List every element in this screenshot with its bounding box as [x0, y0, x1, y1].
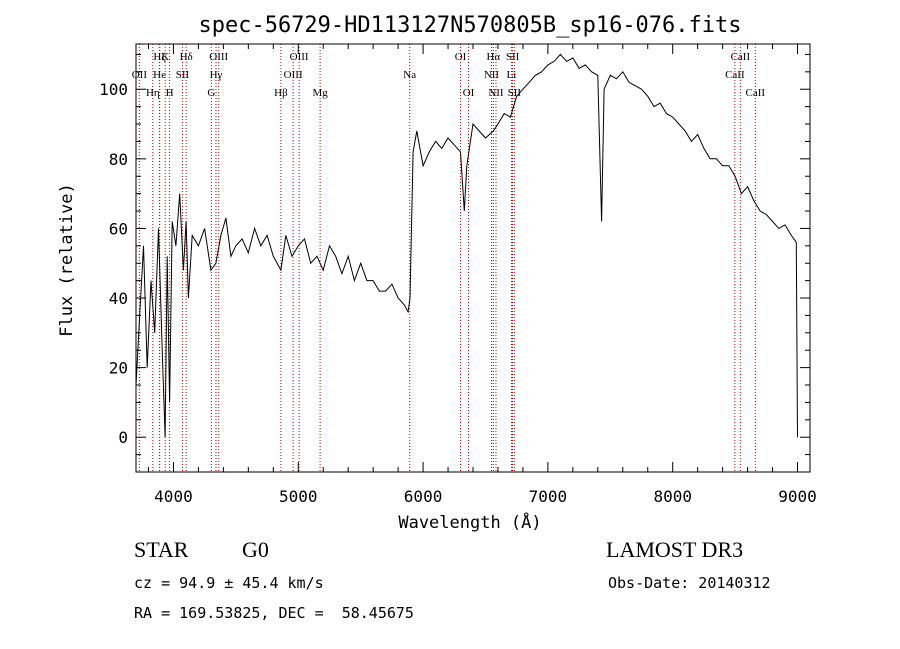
spectral-line-label: Hα — [486, 51, 500, 63]
x-tick-label: 6000 — [404, 487, 443, 506]
spectral-line-label: Hγ — [210, 69, 223, 81]
spectral-line-label: NII — [488, 87, 504, 99]
spectral-line-label: Mg — [312, 87, 328, 99]
spectral-line-label: OII — [132, 69, 148, 81]
spectral-line-labels: Hζ OII Hη K HeH Hδ SII OIII Hγ G Hβ OIII OIII Mg Na OI O… — [132, 51, 766, 99]
x-tick-label: 4000 — [154, 487, 193, 506]
observation-date: Obs-Date: 20140312 — [608, 574, 771, 592]
y-axis-label: Flux (relative) — [57, 183, 77, 337]
y-tick-label: 100 — [99, 80, 128, 99]
survey-name: LAMOST DR3 — [606, 537, 744, 562]
x-axis-label: Wavelength (Å) — [398, 511, 541, 533]
y-tick-label: 20 — [109, 359, 128, 378]
y-tick-label: 0 — [118, 428, 128, 447]
spectral-line-label: SII — [508, 87, 522, 99]
spectral-line-label: SII — [176, 69, 190, 81]
spectral-line-label: OIII — [284, 69, 303, 81]
spectral-line-label: NII — [484, 69, 500, 81]
spectral-line-label: Hη — [146, 87, 160, 99]
spectral-line-label: Na — [403, 69, 416, 81]
spectral-line-label: G — [207, 87, 215, 99]
spectrum-line — [135, 53, 798, 438]
spectral-line-label: CaII — [746, 87, 766, 99]
coordinates: RA = 169.53825, DEC = 58.45675 — [134, 604, 414, 622]
spectral-line-label: Hζ — [153, 51, 166, 63]
spectral-line-label: H — [166, 87, 174, 99]
y-tick-label: 40 — [109, 289, 128, 308]
x-axis-ticks: 4000 5000 6000 7000 8000 9000 — [147, 44, 817, 506]
x-tick-label: 8000 — [653, 487, 692, 506]
object-subclass: G0 — [242, 537, 269, 562]
y-tick-label: 80 — [109, 150, 128, 169]
y-axis-ticks: 0 20 40 60 80 100 — [99, 53, 810, 473]
spectral-line-label: OI — [463, 87, 475, 99]
spectral-line-label: SII — [506, 51, 520, 63]
x-tick-label: 5000 — [279, 487, 318, 506]
object-class: STAR — [134, 537, 189, 562]
spectral-line-label: CaII — [725, 69, 745, 81]
y-tick-label: 60 — [109, 219, 128, 238]
spectral-line-label: CaII — [731, 51, 751, 63]
spectral-line-label: He — [153, 69, 166, 81]
plot-frame — [135, 43, 811, 473]
spectral-line-label: OIII — [209, 51, 228, 63]
spectral-line-label: OIII — [290, 51, 309, 63]
spectral-line-label: OI — [455, 51, 467, 63]
spectral-line-label: Li — [507, 69, 517, 81]
x-tick-label: 9000 — [778, 487, 817, 506]
chart-title: spec-56729-HD113127N570805B_sp16-076.fit… — [198, 13, 741, 38]
spectral-line-label: Hβ — [274, 87, 288, 99]
redshift-velocity: cz = 94.9 ± 45.4 km/s — [134, 574, 324, 592]
spectral-line-label: Hδ — [180, 51, 193, 63]
x-tick-label: 7000 — [529, 487, 568, 506]
spectral-line-label: K — [161, 51, 169, 63]
